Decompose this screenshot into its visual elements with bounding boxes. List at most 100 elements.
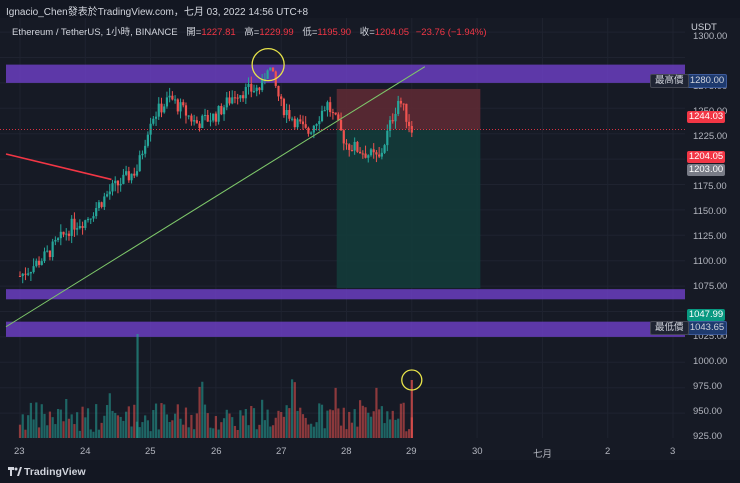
volume-bar	[114, 412, 117, 438]
volume-last	[410, 380, 413, 438]
volume-bar	[171, 420, 174, 438]
candle-body	[301, 121, 305, 125]
target-price-badge: 1244.03	[687, 111, 725, 123]
volume-bar	[130, 426, 133, 438]
candle-body	[356, 141, 359, 152]
volume-bar	[274, 417, 277, 438]
volume-bar	[160, 403, 163, 438]
candle-body	[86, 218, 90, 221]
volume-bar	[293, 382, 296, 438]
candle-body	[296, 119, 299, 128]
candle-body	[372, 149, 375, 153]
volume-bar	[163, 404, 166, 438]
candle-body	[258, 87, 261, 91]
time-axis[interactable]: 23 24 25 26 27 28 29 30 七月 2 3	[0, 438, 740, 460]
chart-plot[interactable]	[0, 18, 685, 438]
volume-bar	[95, 404, 98, 438]
volume-bar	[348, 411, 351, 438]
volume-bar	[73, 424, 76, 438]
volume-bar	[201, 381, 204, 438]
candle-body	[331, 112, 334, 114]
volume-bar	[369, 416, 373, 438]
high-price-badge: 1280.00	[687, 74, 727, 88]
candle-body	[345, 143, 348, 145]
candle-body	[195, 120, 198, 124]
volume-bar	[108, 393, 111, 438]
chart-canvas[interactable]	[0, 18, 685, 438]
volume-bar	[179, 418, 182, 438]
candle-body	[359, 151, 362, 154]
candle-body	[171, 95, 174, 100]
time-tick: 28	[341, 446, 352, 457]
candle-body	[394, 114, 397, 122]
candle-body	[130, 173, 133, 181]
candle-body	[48, 250, 52, 258]
volume-bar	[168, 421, 171, 438]
candle-body	[56, 238, 60, 241]
candle-body	[220, 106, 223, 115]
price-tick: 1225.00	[693, 131, 728, 142]
candle-body	[179, 102, 182, 112]
volume-bar	[304, 417, 307, 438]
volume-bar	[40, 404, 43, 438]
candle-body	[225, 97, 228, 108]
publish-header-text: Ignacio_Chen發表於TradingView.com，七月 03, 20…	[6, 7, 309, 18]
volume-bar	[263, 420, 266, 438]
volume-bar	[334, 387, 337, 438]
candle-body	[154, 116, 158, 119]
candle-body	[247, 83, 250, 87]
candle-body	[105, 194, 109, 197]
volume-bar	[133, 404, 136, 438]
candle-body	[152, 118, 155, 124]
candle-body	[141, 153, 144, 156]
volume-bar	[78, 430, 81, 438]
volume-bar	[86, 408, 90, 438]
volume-bar	[92, 431, 95, 438]
volume-bar	[247, 425, 250, 438]
volume-bar	[242, 415, 245, 438]
volume-bar	[203, 404, 207, 438]
price-tick: 1025.00	[693, 331, 728, 342]
time-tick: 24	[80, 446, 91, 457]
candle-body	[21, 273, 24, 277]
open-label: 開=	[186, 27, 202, 38]
volume-bar	[244, 409, 247, 438]
volume-bar	[391, 410, 394, 438]
candle-body	[144, 145, 147, 154]
candle-body	[209, 120, 212, 122]
candle-body	[231, 97, 234, 104]
candle-body	[375, 152, 378, 155]
candle-body	[353, 141, 356, 151]
volume-bar	[193, 429, 196, 438]
price-tick: 950.00	[693, 406, 723, 417]
candle-body	[146, 134, 149, 146]
volume-bar	[184, 407, 188, 438]
candle-body	[40, 261, 43, 265]
volume-bar	[217, 429, 220, 438]
candle-body	[203, 114, 207, 116]
volume-bar	[214, 416, 217, 438]
support-zone	[6, 289, 685, 300]
candle-body	[18, 275, 22, 277]
volume-bar	[18, 424, 22, 438]
volume-bar	[67, 418, 71, 438]
volume-bar	[290, 379, 294, 438]
volume-bar	[27, 415, 30, 438]
candle-body	[29, 272, 32, 274]
candle-body	[236, 97, 239, 99]
time-tick: 29	[406, 446, 417, 457]
volume-bar	[280, 412, 283, 438]
candle-body	[78, 226, 81, 229]
volume-bar	[138, 427, 141, 438]
volume-spike	[136, 334, 139, 438]
volume-bar	[367, 412, 370, 438]
volume-bar	[386, 411, 389, 438]
volume-bar	[320, 404, 324, 438]
volume-bar	[97, 429, 101, 438]
candle-body	[369, 149, 373, 156]
volume-bar	[59, 409, 62, 438]
volume-bar	[149, 431, 152, 438]
candle-body	[290, 118, 294, 120]
candle-body	[73, 218, 76, 230]
volume-bar	[81, 406, 84, 438]
